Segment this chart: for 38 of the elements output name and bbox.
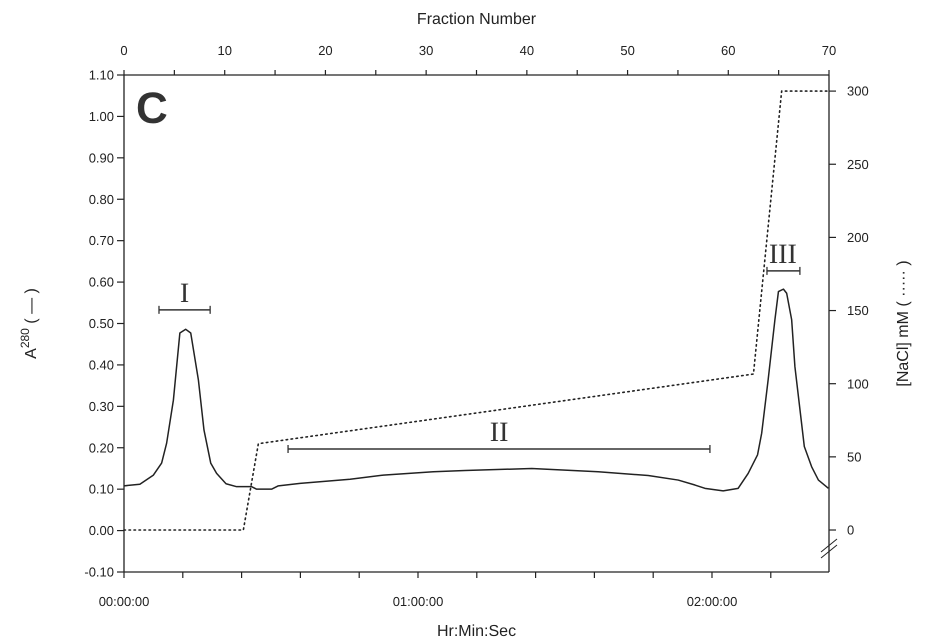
y2-tick-label: 200 bbox=[847, 230, 869, 245]
y-tick-label: 0.70 bbox=[88, 233, 114, 248]
y-tick-label: 0.10 bbox=[88, 482, 114, 497]
y-tick-label: 0.30 bbox=[88, 398, 114, 414]
y-tick-label: 0.20 bbox=[88, 440, 114, 456]
x2-tick-label: 30 bbox=[418, 43, 434, 58]
y2-tick-label: 50 bbox=[847, 449, 862, 464]
x-tick-label: 01:00:00 bbox=[392, 594, 444, 609]
x-tick-label: 02:00:00 bbox=[686, 594, 738, 609]
annotation: C bbox=[136, 84, 168, 133]
x2-tick-label: 10 bbox=[217, 43, 232, 58]
y2-axis-title: [NaCl] mM ( ····· ) bbox=[895, 260, 912, 387]
y2-tick-label: 100 bbox=[847, 376, 869, 392]
y-tick-label: -0.10 bbox=[84, 564, 114, 580]
annotation: III bbox=[768, 238, 797, 270]
x2-tick-label: 40 bbox=[520, 43, 534, 58]
y-tick-label: 0.50 bbox=[88, 316, 114, 332]
y2-tick-label: 300 bbox=[847, 84, 869, 99]
x2-tick-label: 60 bbox=[721, 43, 736, 58]
x2-axis-title: Fraction Number bbox=[416, 11, 537, 28]
x2-tick-label: 20 bbox=[318, 43, 333, 58]
annotation: I bbox=[180, 278, 190, 309]
y-tick-label: 0.00 bbox=[88, 523, 114, 538]
y-tick-label: 0.90 bbox=[88, 150, 114, 166]
y2-tick-label: 250 bbox=[847, 156, 869, 172]
y-tick-label: 0.80 bbox=[88, 192, 114, 207]
x-tick-label: 00:00:00 bbox=[98, 594, 150, 609]
y-tick-label: 0.60 bbox=[88, 274, 114, 290]
y-tick-label: 1.10 bbox=[88, 68, 114, 83]
annotation: II bbox=[490, 416, 508, 448]
x2-tick-label: 50 bbox=[620, 43, 635, 58]
x2-tick-label: 70 bbox=[822, 43, 836, 58]
y2-tick-label: 150 bbox=[847, 303, 869, 318]
x-axis-title: Hr:Min:Sec bbox=[436, 623, 516, 640]
x2-tick-label: 0 bbox=[120, 43, 128, 58]
y-tick-label: 0.40 bbox=[88, 357, 114, 372]
y-tick-label: 1.00 bbox=[88, 108, 114, 124]
y2-tick-label: 0 bbox=[847, 522, 854, 538]
